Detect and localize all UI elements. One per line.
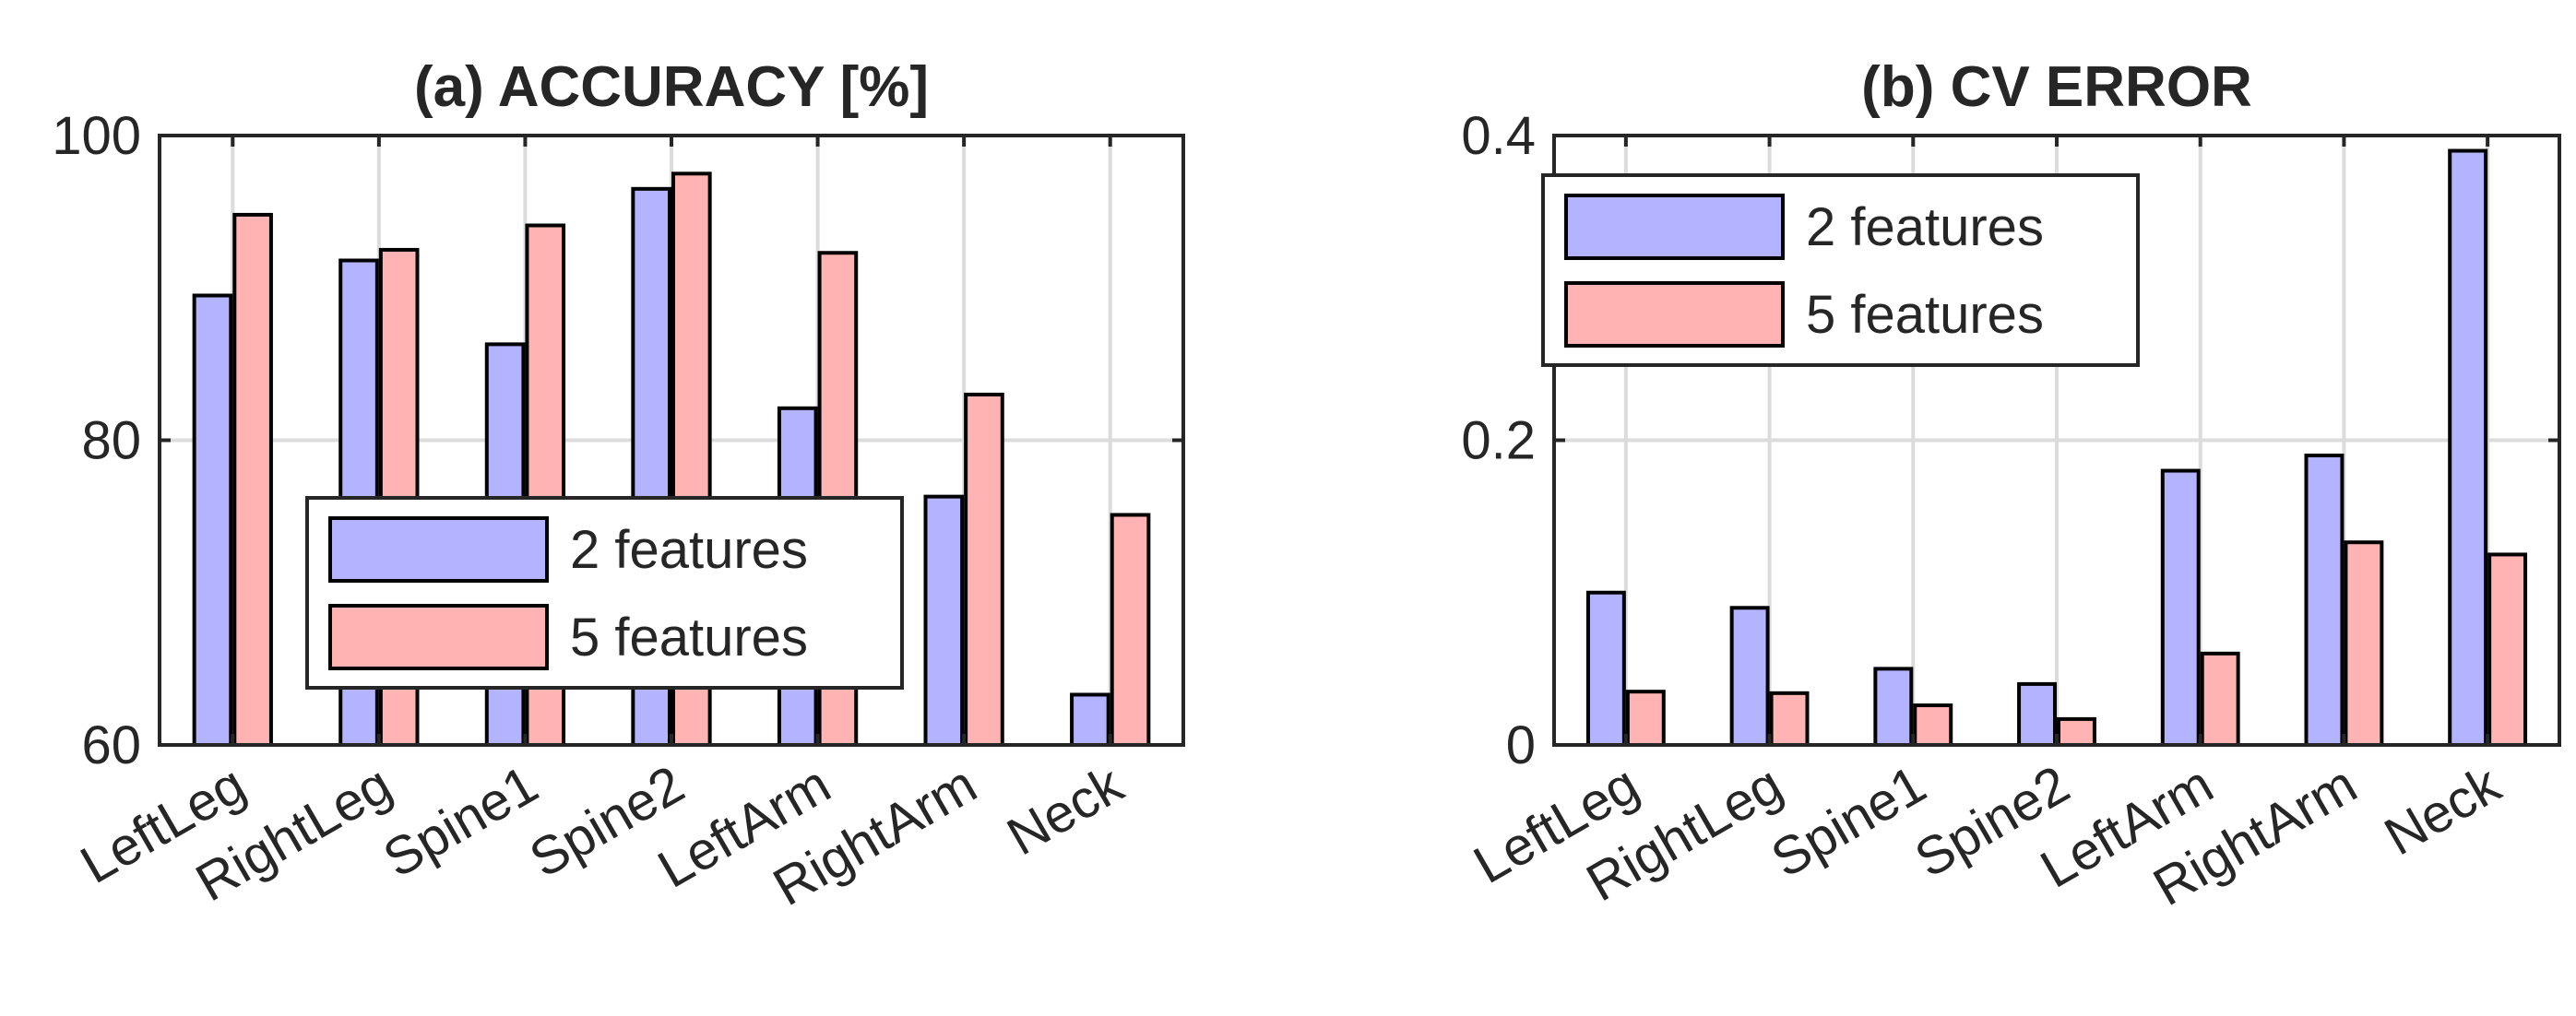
bar-5-features-LeftArm	[2200, 651, 2240, 747]
cv-error-chart: (b) CV ERROR00.20.4LeftLegRightLegSpine1…	[1461, 55, 2561, 917]
bar-2-features-Spine2	[2017, 681, 2058, 748]
xtick-label: Neck	[997, 753, 1134, 867]
bar-2-features-RightArm	[923, 494, 965, 748]
ytick-label: 0.4	[1461, 106, 1536, 166]
bar-5-features-Neck	[2487, 552, 2528, 747]
legend: 2 features 5 features	[1541, 173, 2140, 367]
ytick-label: 100	[52, 106, 141, 166]
bar-2-features-Neck	[2448, 148, 2488, 747]
ytick-label: 0.2	[1461, 411, 1536, 471]
legend-label: 2 features	[570, 520, 808, 580]
legend-swatch-5-features	[328, 604, 549, 670]
xtick-label: Spine1	[1762, 754, 1936, 890]
bar-2-features-Spine1	[1873, 667, 1914, 747]
bar-2-features-LeftLeg	[192, 293, 233, 747]
bar-5-features-LeftLeg	[1625, 690, 1666, 747]
ytick-label: 60	[81, 715, 141, 775]
bar-2-features-LeftLeg	[1585, 590, 1626, 747]
bar-5-features-RightArm	[2344, 540, 2384, 748]
legend-swatch-5-features	[1564, 281, 1785, 348]
ytick-label: 0	[1506, 715, 1536, 775]
legend-label: 2 features	[1806, 197, 2044, 257]
legend-swatch-2-features	[328, 516, 549, 583]
accuracy-chart: (a) ACCURACY [%]6080100LeftLegRightLegSp…	[52, 55, 1185, 917]
legend: 2 features 5 features	[305, 496, 904, 690]
xtick-label: Spine1	[374, 754, 548, 890]
bar-5-features-Neck	[1110, 513, 1151, 747]
bar-5-features-Spine1	[1913, 703, 1953, 747]
chart-title: (a) ACCURACY [%]	[414, 55, 929, 119]
bar-5-features-LeftLeg	[232, 212, 273, 747]
chart-title: (b) CV ERROR	[1861, 55, 2252, 119]
bar-5-features-Spine2	[2057, 716, 2096, 747]
legend-label: 5 features	[1806, 285, 2044, 345]
bar-2-features-RightArm	[2304, 454, 2345, 747]
legend-swatch-2-features	[1564, 194, 1785, 260]
legend-label: 5 features	[570, 608, 808, 667]
bar-5-features-RightLeg	[1769, 691, 1810, 748]
ytick-label: 80	[81, 411, 141, 471]
bar-2-features-RightLeg	[1729, 606, 1770, 748]
xtick-label: Neck	[2375, 753, 2511, 867]
bar-2-features-LeftArm	[2160, 468, 2201, 747]
bar-2-features-Neck	[1070, 692, 1110, 748]
bar-5-features-RightArm	[964, 392, 1004, 747]
